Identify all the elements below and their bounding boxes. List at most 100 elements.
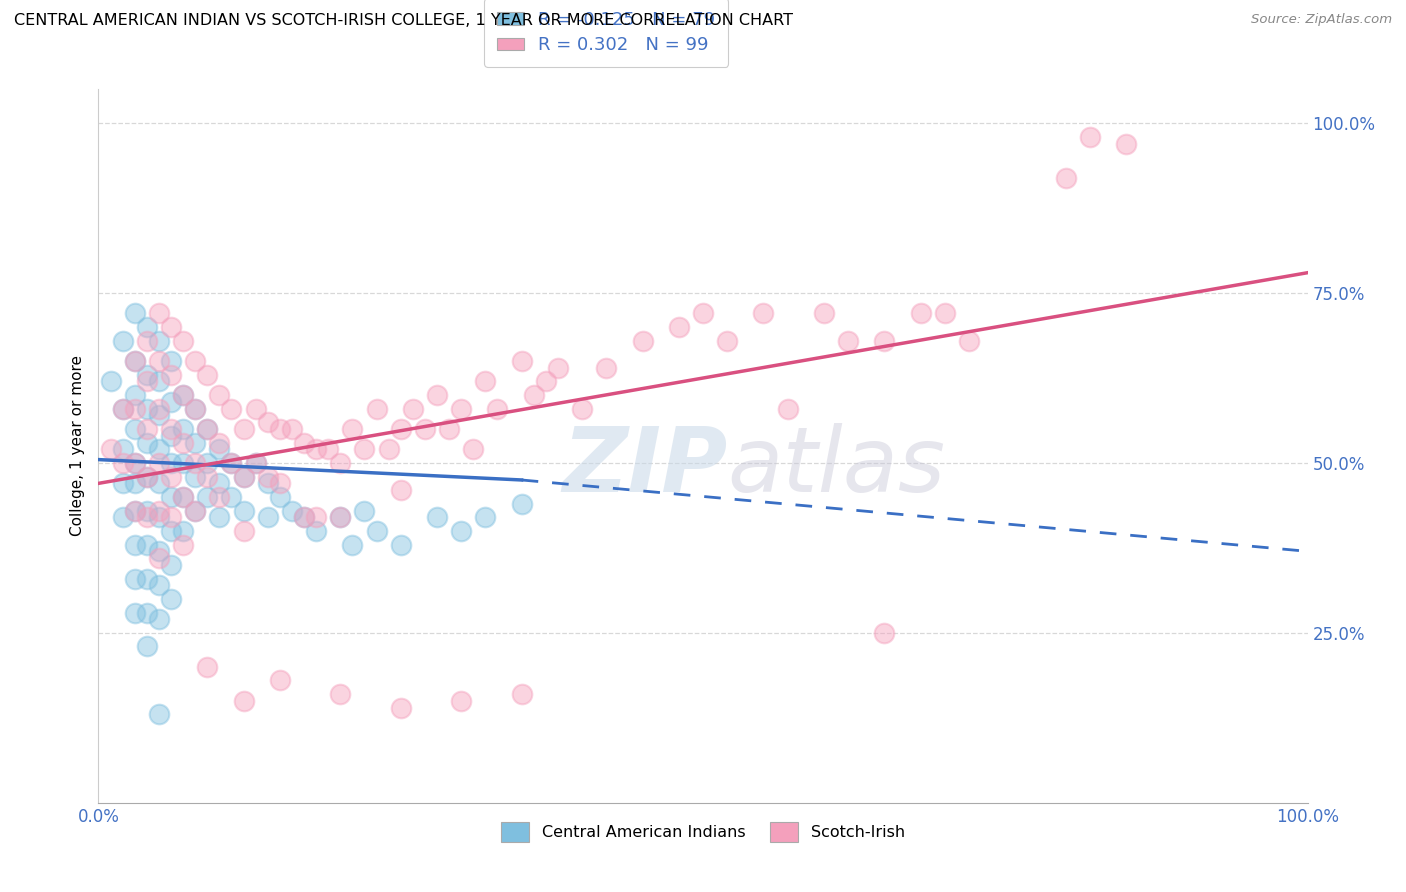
Point (148, 354, 170, 368)
Point (595, 360, 617, 375)
Point (148, 551, 170, 566)
Point (486, 401, 509, 416)
Point (160, 368, 183, 382)
Point (316, 442, 339, 457)
Point (692, 306, 714, 320)
Point (232, 469, 254, 483)
Point (269, 476, 291, 491)
Point (342, 422, 364, 436)
Point (160, 469, 183, 483)
Point (281, 503, 304, 517)
Point (402, 401, 425, 416)
Point (813, 306, 835, 320)
Point (776, 401, 799, 416)
Point (135, 368, 157, 382)
Point (232, 503, 254, 517)
Point (184, 456, 207, 470)
Point (474, 510, 496, 524)
Point (160, 422, 183, 436)
Point (124, 572, 146, 586)
Point (160, 354, 183, 368)
Point (305, 510, 328, 524)
Point (135, 640, 157, 654)
Point (1115, 136, 1137, 151)
Point (450, 524, 472, 538)
Point (342, 537, 364, 551)
Point (184, 469, 207, 483)
Point (195, 368, 218, 382)
Point (172, 537, 194, 551)
Point (172, 388, 194, 402)
Point (148, 375, 170, 389)
Point (148, 612, 170, 626)
Point (232, 469, 254, 483)
Point (184, 354, 207, 368)
Y-axis label: College, 1 year or more: College, 1 year or more (69, 356, 84, 536)
Point (124, 354, 146, 368)
Point (256, 510, 278, 524)
Point (547, 360, 569, 375)
Point (195, 422, 218, 436)
Point (124, 354, 146, 368)
Point (100, 442, 122, 457)
Point (160, 524, 183, 538)
Point (245, 401, 267, 416)
Point (160, 456, 183, 470)
Point (172, 456, 194, 470)
Point (232, 524, 254, 538)
Point (934, 306, 956, 320)
Point (221, 456, 243, 470)
Text: Source: ZipAtlas.com: Source: ZipAtlas.com (1251, 13, 1392, 27)
Point (148, 334, 170, 348)
Point (148, 456, 170, 470)
Point (377, 442, 399, 457)
Point (510, 687, 533, 701)
Point (148, 578, 170, 592)
Text: CENTRAL AMERICAN INDIAN VS SCOTCH-IRISH COLLEGE, 1 YEAR OR MORE CORRELATION CHAR: CENTRAL AMERICAN INDIAN VS SCOTCH-IRISH … (14, 13, 793, 29)
Point (305, 442, 328, 457)
Point (426, 510, 449, 524)
Point (668, 320, 690, 334)
Point (631, 334, 654, 348)
Point (172, 422, 194, 436)
Point (195, 469, 218, 483)
Point (172, 524, 194, 538)
Point (292, 435, 315, 450)
Point (148, 503, 170, 517)
Legend: Central American Indians, Scotch-Irish: Central American Indians, Scotch-Irish (495, 816, 911, 848)
Point (195, 422, 218, 436)
Point (148, 510, 170, 524)
Point (111, 510, 134, 524)
Point (148, 707, 170, 722)
Point (716, 334, 738, 348)
Point (184, 503, 207, 517)
Point (135, 606, 157, 620)
Point (752, 306, 775, 320)
Point (389, 422, 412, 436)
Point (135, 537, 157, 551)
Point (160, 490, 183, 504)
Point (353, 503, 375, 517)
Point (389, 537, 412, 551)
Point (208, 442, 231, 457)
Point (221, 490, 243, 504)
Point (910, 306, 932, 320)
Point (172, 490, 194, 504)
Point (135, 469, 157, 483)
Point (256, 469, 278, 483)
Point (148, 306, 170, 320)
Point (281, 422, 304, 436)
Point (837, 334, 859, 348)
Point (329, 456, 352, 470)
Point (124, 388, 146, 402)
Point (124, 606, 146, 620)
Point (389, 483, 412, 498)
Point (571, 401, 593, 416)
Point (184, 503, 207, 517)
Point (523, 388, 546, 402)
Point (873, 626, 896, 640)
Point (124, 456, 146, 470)
Point (245, 456, 267, 470)
Point (450, 694, 472, 708)
Point (208, 388, 231, 402)
